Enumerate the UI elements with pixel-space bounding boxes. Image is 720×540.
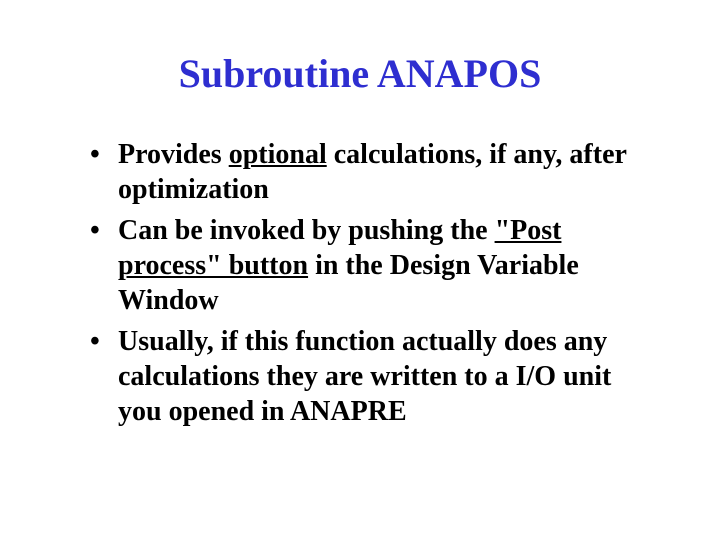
bullet-text-underline: optional — [229, 139, 327, 170]
bullet-text-pre: Provides — [118, 139, 229, 170]
bullet-text-pre: Usually, if this function actually does … — [118, 326, 611, 427]
bullet-list: Provides optional calculations, if any, … — [90, 137, 660, 429]
list-item: Can be invoked by pushing the "Post proc… — [90, 213, 660, 318]
list-item: Provides optional calculations, if any, … — [90, 137, 660, 207]
list-item: Usually, if this function actually does … — [90, 324, 660, 429]
slide-title: Subroutine ANAPOS — [60, 50, 660, 97]
slide: Subroutine ANAPOS Provides optional calc… — [0, 0, 720, 540]
bullet-text-pre: Can be invoked by pushing the — [118, 215, 495, 246]
